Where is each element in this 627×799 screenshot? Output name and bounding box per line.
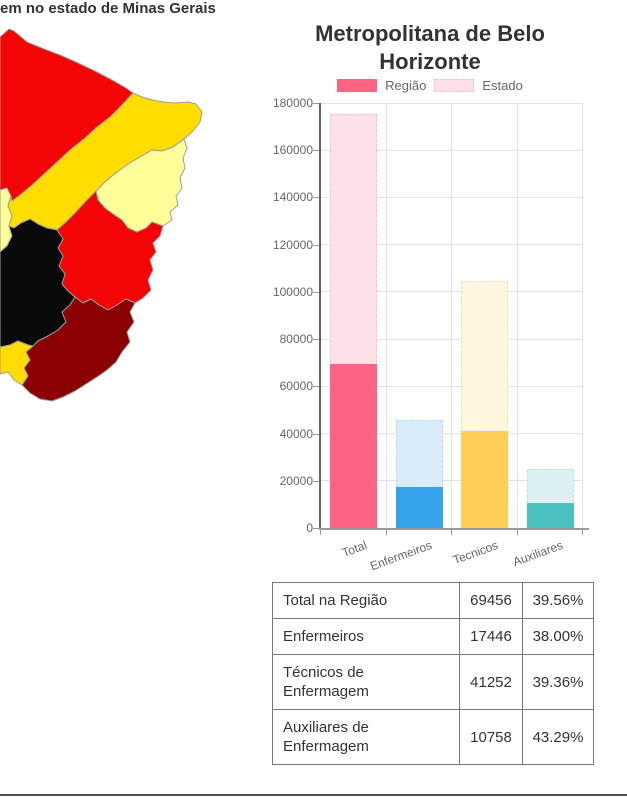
table-cell-label: Total na Região: [272, 582, 460, 619]
table-cell-pct: 39.36%: [522, 654, 594, 710]
y-tick-label: 100000: [272, 284, 313, 299]
gridline-h: [321, 338, 583, 340]
bar-regiao-tecnicos[interactable]: [461, 430, 509, 528]
y-tick: [313, 103, 319, 104]
legend-swatch-regiao: [337, 79, 378, 92]
bar-chart: Metropolitana de Belo Horizonte Região E…: [270, 12, 626, 574]
legend-swatch-estado: [434, 79, 475, 92]
table-cell-value: 69456: [459, 582, 523, 619]
y-tick: [313, 291, 319, 293]
table-cell-label: Auxiliares de Enfermagem: [272, 709, 460, 765]
bar-regiao-total[interactable]: [330, 364, 378, 528]
bar-regiao-auxiliares[interactable]: [526, 502, 574, 528]
y-tick-label: 60000: [279, 379, 313, 394]
y-tick: [313, 197, 319, 199]
y-tick-label: 20000: [279, 473, 313, 488]
legend-label-estado: Estado: [482, 78, 523, 93]
gridline-v: [451, 103, 452, 528]
x-tick: [582, 530, 583, 535]
stats-table-body: Total na Região 69456 39.56% Enfermeiros 174…: [272, 582, 594, 765]
x-tick: [320, 530, 321, 535]
gridline-v: [386, 103, 387, 528]
y-tick: [313, 244, 319, 246]
gridline-h: [321, 196, 583, 198]
table-cell-label: Enfermeiros: [272, 618, 460, 655]
map-region-southeast[interactable]: [21, 296, 136, 402]
y-tick: [313, 433, 319, 435]
table-cell-pct: 39.56%: [522, 582, 594, 619]
bottom-divider: [0, 794, 627, 796]
x-tick: [386, 530, 387, 535]
y-tick-label: 180000: [272, 96, 313, 110]
gridline-h: [321, 385, 583, 387]
gridline-h: [321, 244, 583, 246]
gridline-h: [321, 291, 583, 293]
table-cell-label: Técnicos de Enfermagem: [272, 654, 460, 710]
table-cell-value: 17446: [459, 618, 523, 655]
legend-item-regiao[interactable]: Região: [337, 78, 426, 93]
plot-area: 0 20000 40000 60000 80000 100000 120000 140000 1…: [273, 96, 589, 573]
y-tick-label: 120000: [272, 237, 313, 252]
bar-regiao-enfermeiros[interactable]: [395, 486, 443, 528]
chart-title: Metropolitana de Belo Horizonte: [315, 21, 545, 74]
table-row: Auxiliares de Enfermagem 10758 43.29%: [272, 709, 594, 765]
y-tick-label: 0: [306, 521, 313, 535]
y-tick: [313, 150, 319, 152]
y-tick-label: 160000: [272, 143, 313, 158]
table-row: Enfermeiros 17446 38.00%: [272, 618, 594, 655]
gridline-h: [321, 433, 583, 435]
minas-gerais-map: [0, 28, 203, 402]
gridline-h: [321, 102, 583, 104]
map-caption: em no estado de Minas Gerais: [0, 0, 216, 17]
x-tick: [451, 530, 452, 535]
y-tick-label: 140000: [272, 190, 313, 205]
chart-legend: Região Estado: [280, 78, 580, 93]
x-axis: [319, 528, 589, 530]
map-region-southwest[interactable]: [0, 340, 34, 386]
stats-table: Total na Região 69456 39.56% Enfermeiros 174…: [272, 582, 594, 765]
table-cell-value: 41252: [459, 654, 523, 710]
legend-label-regiao: Região: [385, 78, 427, 93]
y-tick-label: 40000: [279, 426, 313, 441]
gridline-h: [321, 149, 583, 151]
y-tick: [313, 386, 319, 388]
legend-item-estado[interactable]: Estado: [434, 78, 523, 93]
gridline-v: [582, 103, 583, 528]
table-row: Técnicos de Enfermagem 41252 39.36%: [272, 654, 594, 710]
table-cell-value: 10758: [459, 709, 523, 765]
x-tick: [517, 530, 518, 535]
y-tick: [313, 480, 319, 482]
table-cell-pct: 43.29%: [522, 709, 594, 765]
gridline-v: [517, 103, 518, 528]
y-tick-label: 80000: [279, 332, 313, 347]
y-axis: [319, 103, 321, 528]
gridline-h: [321, 480, 583, 482]
y-tick: [313, 339, 319, 341]
table-cell-pct: 38.00%: [522, 618, 594, 655]
table-row: Total na Região 69456 39.56%: [272, 582, 594, 619]
y-tick: [313, 528, 319, 529]
